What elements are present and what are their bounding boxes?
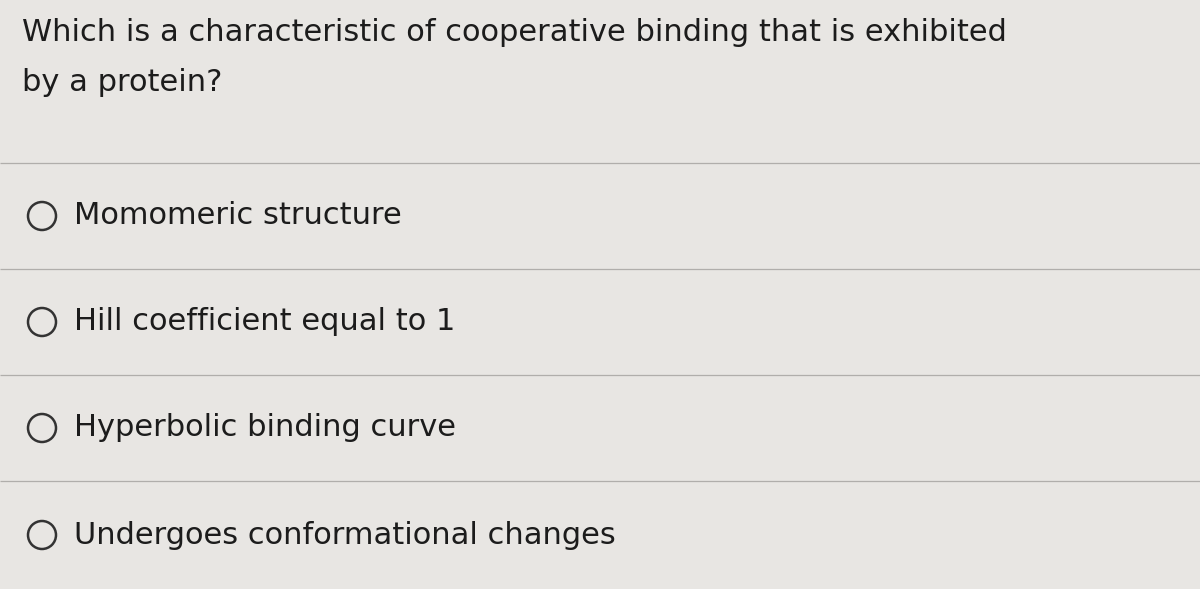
Text: Undergoes conformational changes: Undergoes conformational changes [74,521,616,550]
Text: Which is a characteristic of cooperative binding that is exhibited: Which is a characteristic of cooperative… [22,18,1007,47]
Text: Hyperbolic binding curve: Hyperbolic binding curve [74,413,456,442]
Text: by a protein?: by a protein? [22,68,222,97]
Text: Momomeric structure: Momomeric structure [74,201,402,230]
Text: Hill coefficient equal to 1: Hill coefficient equal to 1 [74,307,455,336]
